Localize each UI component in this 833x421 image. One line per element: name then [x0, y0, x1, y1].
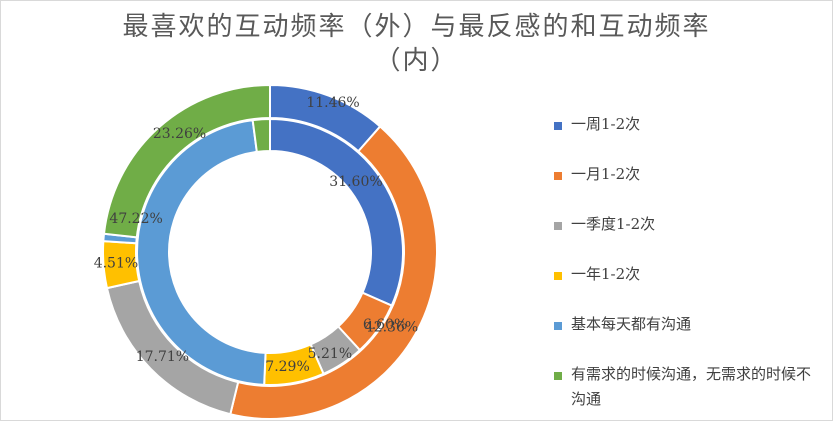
legend-item-daily: 基本每天都有沟通	[554, 312, 824, 362]
legend-label-yearly: 一年1-2次	[571, 265, 641, 283]
chart-legend: 一周1-2次 一月1-2次 一季度1-2次 一年1-2次 基本每天都有沟通 有需…	[554, 112, 824, 412]
outer-data-label-monthly: 42.36%	[365, 320, 418, 336]
inner-ring-slice-on-demand	[251, 117, 271, 153]
legend-swatch-on-demand	[554, 372, 562, 380]
inner-ring-slice-daily	[136, 119, 267, 386]
legend-label-on-demand: 有需求的时候沟通，无需求的时候不沟通	[571, 365, 812, 408]
inner-data-label-daily: 47.22%	[109, 211, 162, 227]
inner-data-label-yearly: 7.29%	[265, 359, 309, 375]
outer-data-label-yearly: 4.51%	[94, 255, 138, 271]
legend-item-monthly: 一月1-2次	[554, 162, 824, 212]
legend-label-monthly: 一月1-2次	[571, 165, 641, 183]
donut-rings	[102, 83, 438, 420]
legend-label-quarterly: 一季度1-2次	[571, 215, 656, 233]
legend-label-weekly: 一周1-2次	[571, 115, 641, 133]
legend-swatch-weekly	[554, 122, 562, 130]
donut-labels: 11.46% 42.36% 17.71% 4.51% 23.26% 31.60% 6.60%…	[94, 95, 418, 375]
legend-item-weekly: 一周1-2次	[554, 112, 824, 162]
chart-title-line-1: 最喜欢的互动频率（外）与最反感的和互动频率	[122, 12, 711, 42]
legend-item-on-demand: 有需求的时候沟通，无需求的时候不沟通	[554, 362, 824, 412]
inner-data-label-quarterly: 5.21%	[308, 346, 352, 362]
chart-title: 最喜欢的互动频率（外）与最反感的和互动频率 （内）	[0, 10, 833, 78]
legend-item-yearly: 一年1-2次	[554, 262, 824, 312]
legend-item-quarterly: 一季度1-2次	[554, 212, 824, 262]
legend-swatch-daily	[554, 322, 562, 330]
legend-swatch-yearly	[554, 272, 562, 280]
legend-swatch-monthly	[554, 172, 562, 180]
inner-data-label-weekly: 31.60%	[329, 174, 382, 190]
outer-data-label-quarterly: 17.71%	[136, 349, 189, 365]
legend-swatch-quarterly	[554, 222, 562, 230]
outer-data-label-on-demand: 23.26%	[153, 126, 206, 142]
chart-title-line-2: （内）	[374, 46, 459, 76]
outer-data-label-weekly: 11.46%	[306, 95, 359, 111]
inner-data-label-monthly: 6.60%	[363, 317, 407, 333]
legend-label-daily: 基本每天都有沟通	[571, 315, 692, 333]
